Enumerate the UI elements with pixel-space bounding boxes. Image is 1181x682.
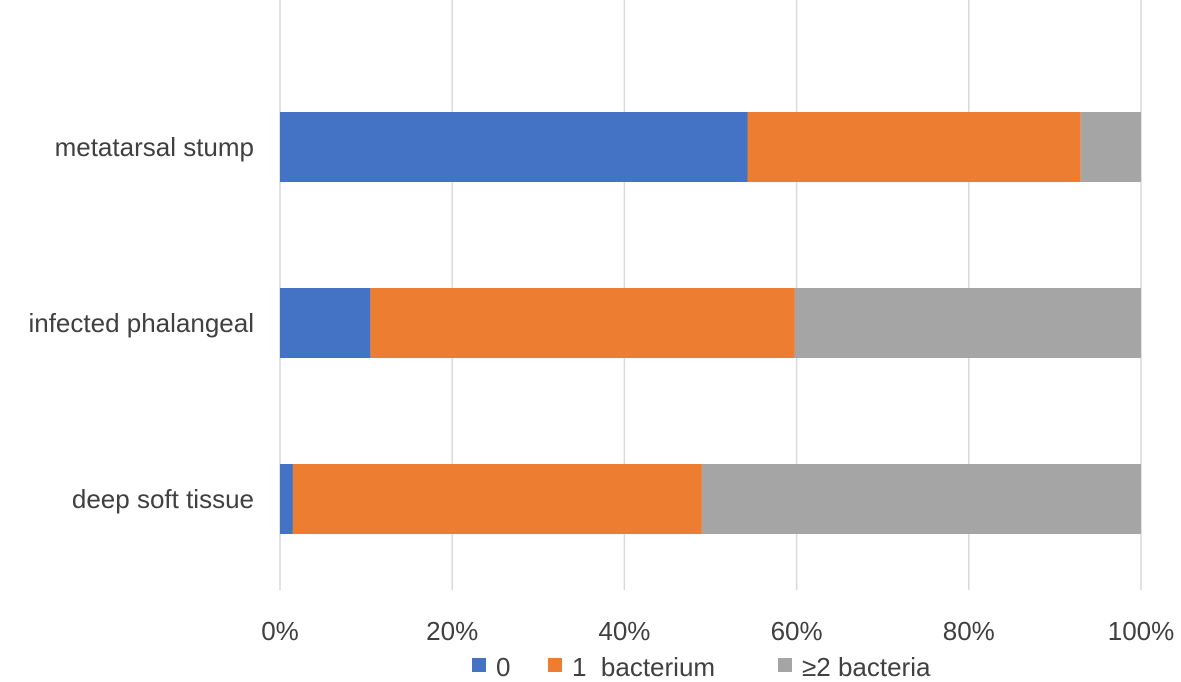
x-tick-label: 20% xyxy=(426,616,478,646)
x-tick-label: 60% xyxy=(771,616,823,646)
legend: 0 1 bacterium ≥2 bacteria xyxy=(472,652,931,682)
bar-segment xyxy=(292,464,702,534)
category-labels: metatarsal stump infected phalangeal deep … xyxy=(28,132,254,514)
x-tick-label: 0% xyxy=(261,616,299,646)
legend-label: 0 xyxy=(496,652,510,682)
bar-segment xyxy=(747,112,1081,182)
bar-segment xyxy=(280,112,748,182)
category-label: metatarsal stump xyxy=(55,132,254,162)
bar-segment xyxy=(794,288,1141,358)
category-label: deep soft tissue xyxy=(72,484,254,514)
bars xyxy=(280,112,1141,534)
x-tick-label: 80% xyxy=(943,616,995,646)
x-axis-tick-labels: 0% 20% 40% 60% 80% 100% xyxy=(261,616,1174,646)
bar-segment xyxy=(370,288,795,358)
legend-swatch xyxy=(778,658,792,672)
legend-swatch xyxy=(548,658,562,672)
category-label: infected phalangeal xyxy=(28,308,254,338)
x-tick-label: 40% xyxy=(598,616,650,646)
legend-item: ≥2 bacteria xyxy=(778,652,931,682)
bar-segment xyxy=(1080,112,1141,182)
legend-item: 1 bacterium xyxy=(548,652,715,682)
legend-label: ≥2 bacteria xyxy=(802,652,931,682)
legend-item: 0 xyxy=(472,652,510,682)
bar-segment xyxy=(701,464,1141,534)
bar-segment xyxy=(280,288,371,358)
x-tick-label: 100% xyxy=(1108,616,1175,646)
bar-segment xyxy=(280,464,293,534)
legend-label: 1 bacterium xyxy=(572,652,715,682)
legend-swatch xyxy=(472,658,486,672)
